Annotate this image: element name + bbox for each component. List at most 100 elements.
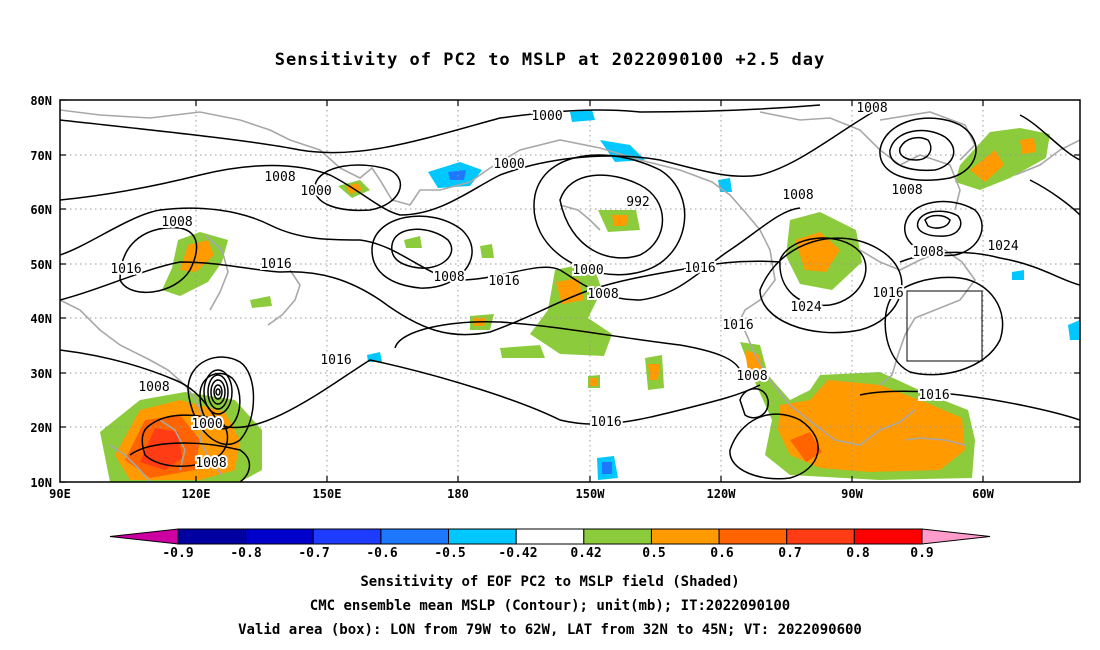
shade-blue bbox=[718, 178, 732, 192]
shade-orange bbox=[180, 240, 214, 272]
contour-label: 1000 bbox=[493, 157, 524, 172]
colorbar-label: -0.6 bbox=[366, 546, 397, 561]
contour-label: 1008 bbox=[912, 245, 943, 260]
lon-label: 90W bbox=[841, 487, 863, 501]
contour-label: 1024 bbox=[790, 300, 821, 315]
contour-label: 1016 bbox=[918, 388, 949, 403]
contour-label: 1024 bbox=[987, 239, 1018, 254]
colorbar-label: 0.42 bbox=[570, 546, 601, 561]
lat-label: 10N bbox=[30, 476, 52, 490]
colorbar-swatch bbox=[583, 528, 652, 545]
shading-layer bbox=[100, 110, 1080, 482]
colorbar-swatch bbox=[245, 528, 314, 545]
shade-blue bbox=[602, 462, 612, 474]
caption-line-1: Sensitivity of EOF PC2 to MSLP field (Sh… bbox=[360, 574, 740, 590]
mslp-contours bbox=[60, 104, 1080, 482]
lon-label: 60W bbox=[972, 487, 994, 501]
contour-label: 1016 bbox=[488, 274, 519, 289]
contour-label: 1016 bbox=[110, 262, 141, 277]
colorbar-label: 0.9 bbox=[910, 546, 933, 561]
shade-orange bbox=[648, 364, 660, 380]
contour-label: 1000 bbox=[572, 263, 603, 278]
contour-label: 1008 bbox=[138, 380, 169, 395]
lat-label: 50N bbox=[30, 258, 52, 272]
contour-label: 1000 bbox=[531, 109, 562, 124]
colorbar-boxes bbox=[109, 528, 991, 545]
shade-green bbox=[404, 236, 422, 248]
contour-label: 1008 bbox=[736, 369, 767, 384]
colorbar-swatch bbox=[786, 528, 855, 545]
map-title: Sensitivity of PC2 to MSLP at 2022090100… bbox=[274, 50, 826, 70]
tick-marks bbox=[60, 99, 1080, 483]
shade-red-orange bbox=[790, 432, 822, 462]
contour-label: 1008 bbox=[161, 215, 192, 230]
shade-green bbox=[500, 345, 545, 358]
contour-label: 1008 bbox=[433, 270, 464, 285]
lat-label: 20N bbox=[30, 421, 52, 435]
colorbar-swatch bbox=[448, 528, 517, 545]
colorbar-swatch bbox=[177, 528, 247, 545]
colorbar-label: 0.8 bbox=[846, 546, 870, 561]
shade-orange bbox=[612, 215, 628, 226]
shade-green bbox=[955, 128, 1050, 190]
contour-label: 1000 bbox=[300, 184, 331, 199]
contour-label: 1008 bbox=[856, 101, 887, 116]
colorbar-swatch bbox=[718, 528, 788, 545]
contour-label: 1000 bbox=[191, 417, 222, 432]
colorbar-swatch bbox=[650, 528, 720, 545]
shade-blue bbox=[570, 110, 595, 122]
lat-label: 60N bbox=[30, 203, 52, 217]
shade-green bbox=[480, 244, 494, 258]
colorbar-label: 0.5 bbox=[642, 546, 665, 561]
lon-label: 90E bbox=[49, 487, 71, 501]
colorbar-label: -0.42 bbox=[498, 546, 537, 561]
colorbar-label: 0.7 bbox=[778, 546, 801, 561]
lat-label: 40N bbox=[30, 312, 52, 326]
contour-label: 1008 bbox=[264, 170, 295, 185]
colorbar-label: -0.7 bbox=[298, 546, 329, 561]
lat-label: 70N bbox=[30, 149, 52, 163]
colorbar-swatch bbox=[312, 528, 382, 545]
colorbar-labels: -0.9 -0.8 -0.7 -0.6 -0.5 -0.42 0.42 0.5 … bbox=[162, 546, 933, 561]
contour-label: 1016 bbox=[684, 261, 715, 276]
shade-orange bbox=[590, 378, 598, 386]
shade-orange bbox=[745, 350, 762, 372]
contour-label: 1016 bbox=[320, 353, 351, 368]
colorbar-label: -0.9 bbox=[162, 546, 193, 561]
shade-orange bbox=[1020, 138, 1036, 154]
lat-label: 30N bbox=[30, 367, 52, 381]
lon-label: 150E bbox=[313, 487, 342, 501]
map-frame bbox=[59, 99, 1081, 483]
contour-labels: 1000 1008 1000 1000 1008 1008 1016 1016 … bbox=[108, 99, 1020, 473]
colorbar-swatch bbox=[109, 528, 179, 545]
lon-label: 150W bbox=[576, 487, 606, 501]
lat-labels: 80N 70N 60N 50N 40N 30N 20N 10N bbox=[30, 94, 52, 490]
colorbar-swatch bbox=[515, 528, 585, 545]
coastlines bbox=[60, 109, 1080, 482]
contour-label: 1016 bbox=[590, 415, 621, 430]
shade-orange bbox=[795, 232, 840, 272]
lat-label: 80N bbox=[30, 94, 52, 108]
colorbar-label: -0.8 bbox=[230, 546, 261, 561]
contour-label: 1016 bbox=[872, 286, 903, 301]
shade-green bbox=[250, 296, 272, 308]
caption-line-2: CMC ensemble mean MSLP (Contour); unit(m… bbox=[309, 598, 791, 614]
colorbar-label: -0.5 bbox=[434, 546, 465, 561]
colorbar-label: 0.6 bbox=[710, 546, 734, 561]
contour-label: 992 bbox=[626, 195, 649, 210]
lon-label: 180 bbox=[447, 487, 469, 501]
shade-orange bbox=[556, 278, 584, 304]
colorbar-swatch bbox=[380, 528, 450, 545]
contour-label: 1008 bbox=[587, 287, 618, 302]
contour-label: 1008 bbox=[782, 188, 813, 203]
shade-orange bbox=[970, 150, 1004, 182]
colorbar-swatch bbox=[921, 528, 991, 545]
colorbar-swatch bbox=[853, 528, 923, 545]
contour-label: 1008 bbox=[891, 183, 922, 198]
shade-blue bbox=[1012, 270, 1024, 280]
contour-label: 1016 bbox=[260, 257, 291, 272]
shade-blue bbox=[1068, 320, 1080, 340]
shade-blue bbox=[448, 170, 466, 180]
lon-labels: 90E 120E 150E 180 150W 120W 90W 60W bbox=[49, 487, 994, 501]
